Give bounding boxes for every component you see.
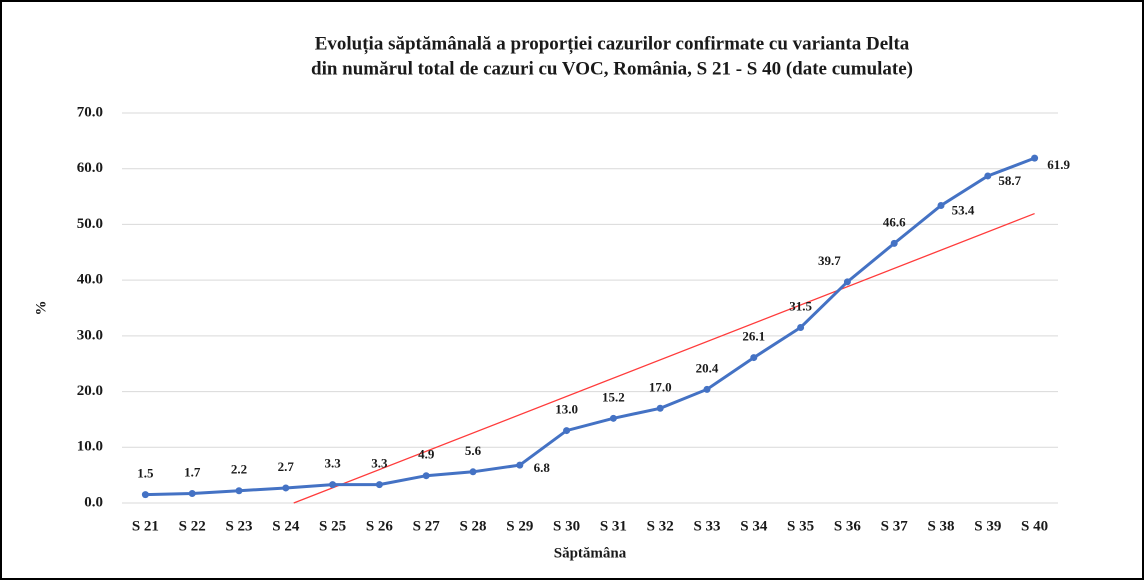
y-tick-label: 70.0 (77, 104, 103, 120)
data-label: 1.5 (137, 466, 154, 481)
data-label: 13.0 (555, 402, 578, 417)
x-tick-label: S 31 (600, 518, 627, 534)
x-tick-label: S 33 (693, 518, 720, 534)
x-tick-label: S 38 (927, 518, 954, 534)
data-label: 2.7 (278, 459, 295, 474)
data-label: 1.7 (184, 465, 201, 480)
y-tick-label: 50.0 (77, 216, 103, 232)
data-label: 2.2 (231, 462, 247, 477)
x-tick-label: S 28 (459, 518, 486, 534)
data-point (141, 491, 149, 499)
chart-title: Evoluția săptămânală a proporției cazuri… (315, 33, 910, 54)
data-label: 20.4 (696, 360, 719, 375)
data-label: 26.1 (742, 329, 765, 344)
x-tick-label: S 29 (506, 518, 533, 534)
data-point (656, 404, 664, 412)
x-tick-label: S 32 (647, 518, 674, 534)
data-label: 61.9 (1047, 157, 1070, 172)
data-label: 46.6 (883, 214, 906, 229)
data-point (937, 201, 945, 209)
data-label: 39.7 (818, 253, 841, 268)
data-label: 15.2 (602, 389, 625, 404)
y-tick-label: 40.0 (77, 272, 103, 288)
data-point (235, 487, 243, 495)
data-point (797, 324, 805, 331)
data-point (984, 172, 992, 180)
data-point (188, 490, 196, 498)
data-point (843, 278, 851, 286)
y-tick-label: 60.0 (77, 160, 103, 176)
data-point (703, 385, 711, 393)
data-point (516, 461, 524, 469)
x-tick-label: S 25 (319, 518, 346, 534)
data-point (375, 481, 383, 489)
data-point (422, 472, 430, 480)
data-point (609, 414, 617, 422)
x-tick-label: S 34 (740, 518, 768, 534)
data-label: 58.7 (998, 173, 1021, 188)
data-label: 4.9 (418, 447, 435, 462)
data-point (469, 468, 477, 476)
data-point (563, 427, 571, 435)
x-tick-label: S 26 (366, 518, 394, 534)
y-tick-label: 10.0 (77, 439, 103, 455)
x-tick-label: S 22 (179, 518, 206, 534)
data-label: 3.3 (371, 456, 388, 471)
x-tick-label: S 37 (881, 518, 909, 534)
x-tick-label: S 36 (834, 518, 862, 534)
x-tick-label: S 23 (225, 518, 252, 534)
data-label: 5.6 (465, 443, 482, 458)
x-tick-label: S 21 (132, 518, 159, 534)
x-axis-title: Săptămâna (554, 545, 627, 561)
x-tick-label: S 40 (1021, 518, 1048, 534)
y-tick-label: 30.0 (77, 327, 103, 343)
data-point (1031, 154, 1039, 162)
data-label: 53.4 (952, 202, 975, 217)
data-label: 31.5 (789, 298, 812, 313)
x-tick-label: S 30 (553, 518, 580, 534)
x-tick-label: S 35 (787, 518, 814, 534)
x-tick-label: S 27 (413, 518, 441, 534)
y-tick-label: 20.0 (77, 383, 103, 399)
data-point (329, 481, 337, 489)
data-point (750, 354, 758, 362)
data-label: 17.0 (649, 379, 672, 394)
data-point (282, 484, 290, 492)
x-tick-label: S 24 (272, 518, 300, 534)
chart-title: din numărul total de cazuri cu VOC, Româ… (311, 58, 913, 79)
trendline (293, 212, 1035, 504)
y-tick-label: 0.0 (84, 494, 103, 510)
x-tick-label: S 39 (974, 518, 1001, 534)
series-line (145, 156, 1036, 497)
data-point (890, 239, 898, 247)
data-label: 6.8 (534, 460, 551, 475)
y-axis-title: % (33, 301, 49, 316)
data-label: 3.3 (324, 456, 341, 471)
